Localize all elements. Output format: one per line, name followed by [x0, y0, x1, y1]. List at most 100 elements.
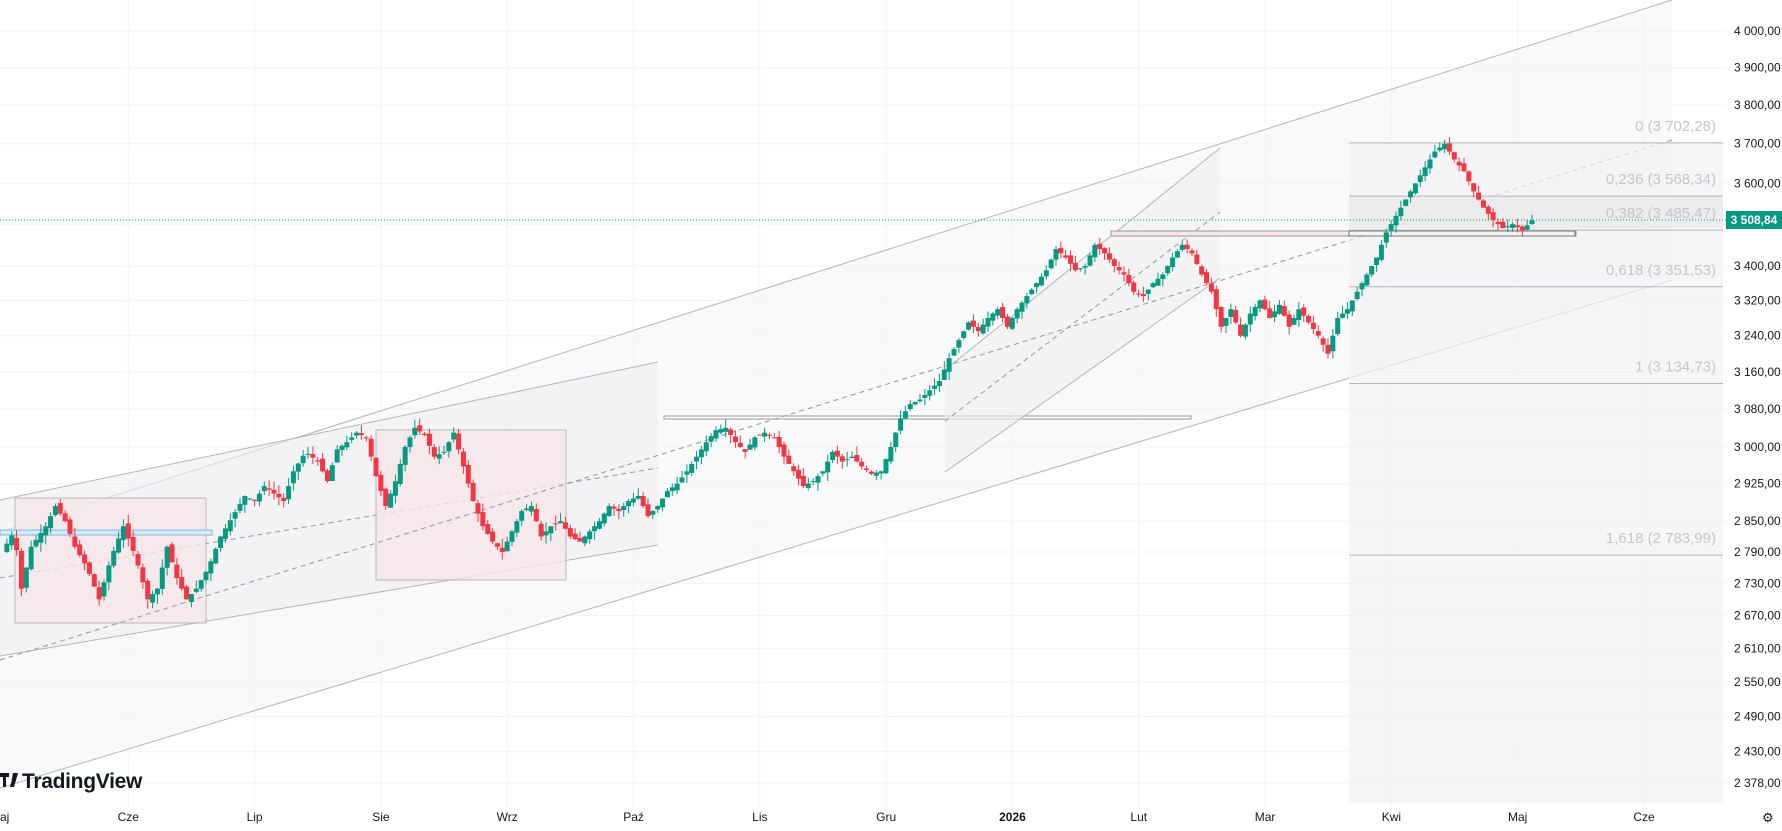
candle-body	[1330, 335, 1336, 352]
left-channel-upper-line[interactable]	[0, 361, 659, 501]
candle-body	[796, 469, 802, 479]
steep-channel-lower[interactable]	[944, 277, 1221, 473]
candle-body	[630, 498, 636, 503]
candle-body	[1155, 278, 1161, 286]
candle-body	[946, 358, 952, 372]
x-tick-label: Lis	[752, 810, 767, 824]
candle-body	[766, 434, 772, 436]
candle-body	[975, 326, 981, 332]
candle-body	[873, 472, 879, 476]
x-tick-label: Gru	[876, 810, 896, 824]
candle-body	[985, 317, 991, 327]
candle-body	[150, 594, 156, 603]
support-box-kwi[interactable]	[1348, 230, 1576, 237]
candle-body	[412, 427, 418, 436]
candle-body	[902, 411, 908, 419]
steep-channel-upper[interactable]	[944, 147, 1221, 371]
candle-body	[1252, 306, 1258, 317]
candle-body	[247, 498, 253, 500]
candle-body	[237, 504, 243, 511]
candle-body	[407, 437, 413, 448]
support-line-left[interactable]	[0, 529, 213, 536]
candle-body	[1160, 274, 1166, 279]
candle-body	[1514, 225, 1520, 228]
candle-body	[1354, 291, 1360, 300]
y-tick-label: 3 320,00	[1734, 293, 1781, 307]
tradingview-logo[interactable]: TradingView	[0, 769, 142, 795]
candle-body	[849, 456, 855, 459]
main-channel-fill	[0, 0, 1672, 788]
fibonacci-retracement[interactable]: 0 (3 702,28) 0,236 (3 568,34) 0,382 (3 485…	[1349, 118, 1723, 556]
y-tick-label: 2 430,00	[1734, 745, 1781, 759]
candle-body	[990, 313, 996, 321]
candle-body	[72, 536, 78, 547]
candle-body	[436, 454, 442, 459]
candle-body	[77, 544, 83, 556]
candle-body	[470, 482, 476, 502]
fib-level-label: 0,382 (3 485,47)	[1606, 205, 1716, 222]
candle-body	[1019, 302, 1025, 312]
candle-body	[995, 309, 1001, 316]
fib-zone-0236-0382	[1349, 196, 1723, 228]
candle-body	[252, 499, 258, 502]
candle-body	[1495, 221, 1501, 225]
resistance-line-nov[interactable]	[663, 415, 1192, 420]
y-tick-label: 3 400,00	[1734, 259, 1781, 273]
x-tick-label: Paź	[623, 810, 644, 824]
candle-body	[543, 531, 549, 536]
candle-body	[383, 488, 389, 507]
candle-body	[38, 533, 44, 543]
candle-body	[208, 561, 214, 574]
x-tick-label: Lut	[1130, 810, 1147, 824]
candle-body	[703, 442, 709, 452]
candle-body	[1174, 251, 1180, 258]
candle-body	[728, 429, 734, 436]
candle-body	[626, 501, 632, 507]
candle-body	[660, 498, 666, 508]
candle-body	[674, 483, 680, 491]
candle-body	[1131, 282, 1137, 292]
price-axis[interactable]: 4 000,00 3 900,00 3 800,00 3 700,00 3 600,00…	[1726, 0, 1782, 810]
resistance-line-lut[interactable]	[1110, 230, 1577, 237]
fib-region[interactable]	[1349, 143, 1723, 803]
time-axis[interactable]: aj Cze Lip Sie Wrz Paź Lis Gru 2026 Lut Mar Kwi Maj C…	[0, 808, 1782, 826]
candle-body	[499, 547, 505, 552]
candle-body	[52, 506, 58, 516]
candle-body	[1029, 289, 1035, 295]
range-box-2[interactable]	[375, 429, 567, 581]
candle-body	[548, 526, 554, 534]
candle-body	[1427, 159, 1433, 169]
candle-body	[1446, 143, 1452, 152]
drawing-tools	[0, 0, 1723, 803]
y-tick-label: 2 550,00	[1734, 675, 1781, 689]
x-tick-label: 2026	[999, 810, 1026, 824]
candle-body	[373, 457, 379, 477]
candle-body	[1077, 268, 1083, 270]
candle-body	[256, 493, 262, 502]
candle-body	[266, 488, 272, 490]
gear-icon[interactable]: ⚙	[1762, 810, 1774, 825]
candle-body	[1344, 309, 1350, 314]
candle-body	[1456, 161, 1462, 166]
candle-body	[878, 471, 884, 474]
candle-body	[553, 523, 559, 525]
candle-body	[762, 432, 768, 437]
candle-body	[713, 430, 719, 439]
steep-channel-fill	[945, 148, 1220, 472]
candle-body	[1524, 225, 1530, 230]
candle-body	[1490, 212, 1496, 220]
candle-body	[1242, 324, 1248, 337]
candle-body	[533, 509, 539, 522]
candle-body	[130, 537, 136, 551]
candle-body	[504, 541, 510, 552]
candle-body	[1165, 266, 1171, 274]
candle-body	[868, 471, 874, 474]
candle-body	[1422, 167, 1428, 177]
candle-body	[271, 489, 277, 494]
candle-body	[218, 536, 224, 549]
candle-body	[1106, 253, 1112, 260]
candle-body	[1140, 294, 1146, 297]
y-tick-label: 2 610,00	[1734, 641, 1781, 655]
